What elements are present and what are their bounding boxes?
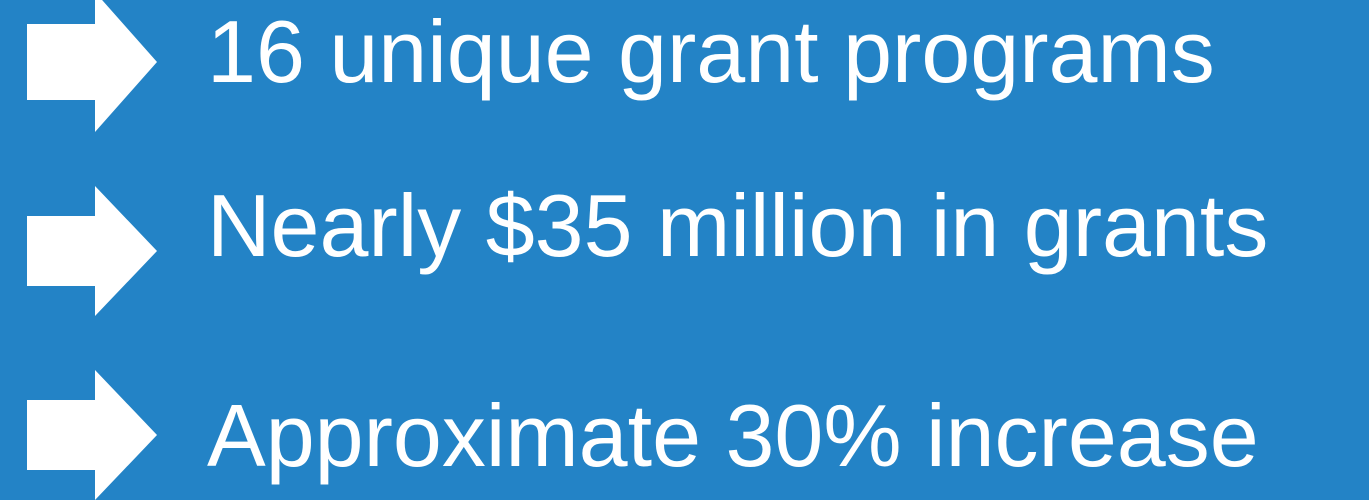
bullet-row: 16 unique grant programs <box>0 0 1369 132</box>
bullet-text: 16 unique grant programs <box>207 2 1215 101</box>
bullet-row: Nearly $35 million in grants <box>0 181 1369 316</box>
arrow-icon <box>27 370 157 500</box>
bullet-text: Approximate 30% increase <box>207 386 1259 485</box>
arrow-icon <box>27 186 157 316</box>
bullet-row: Approximate 30% increase <box>0 370 1369 500</box>
arrow-icon <box>27 0 157 132</box>
bullet-text: Nearly $35 million in grants <box>207 175 1269 275</box>
